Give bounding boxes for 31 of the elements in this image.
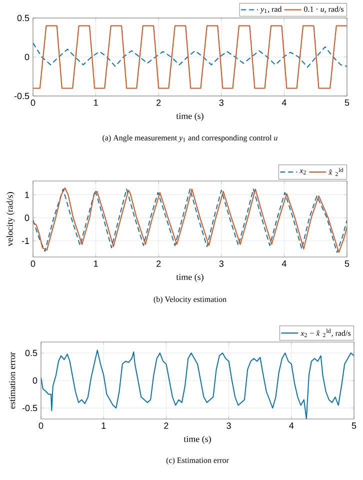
x-tick-label: 1	[102, 422, 106, 429]
x-tick-label: 2	[164, 422, 168, 429]
x-tick-label: 4	[282, 260, 286, 267]
x-tick-label: 1	[94, 100, 98, 106]
y-tick-label: 0.5	[25, 350, 38, 356]
x-tick-label: 5	[352, 422, 356, 429]
x-tick-label: 4	[289, 422, 294, 429]
x-tick-label: 5	[344, 100, 350, 106]
x-tick-label: 4	[282, 100, 286, 106]
x-tick-label: 2	[156, 100, 161, 106]
y-tick-label: -0.5	[14, 92, 30, 100]
x-axis-title: time (s)	[176, 112, 204, 121]
y-tick-label: 0	[24, 214, 30, 222]
x-tick-label: 0	[38, 422, 44, 429]
y-tick-label: 1	[25, 192, 30, 198]
line-series	[33, 42, 347, 68]
y-axis-title: velocity (rad/s)	[6, 192, 15, 246]
x-tick-label: 1	[94, 260, 98, 267]
y-tick-label: -0.5	[22, 404, 38, 412]
x-tick-label: 3	[226, 422, 231, 429]
x-tick-label: 3	[219, 260, 224, 267]
y-tick-label: 0	[32, 377, 38, 384]
y-axis-title: estimation error	[9, 352, 16, 409]
y-tick-label: 0	[24, 54, 30, 60]
y-tick-label: -1	[22, 238, 30, 244]
x-tick-label: 3	[219, 100, 224, 106]
y-tick-label: 0.5	[17, 14, 30, 22]
x-axis-title: time (s)	[176, 274, 204, 282]
x-tick-label: 5	[344, 260, 350, 267]
x-axis-title: time (s)	[184, 436, 211, 444]
x-tick-label: 2	[156, 260, 161, 267]
